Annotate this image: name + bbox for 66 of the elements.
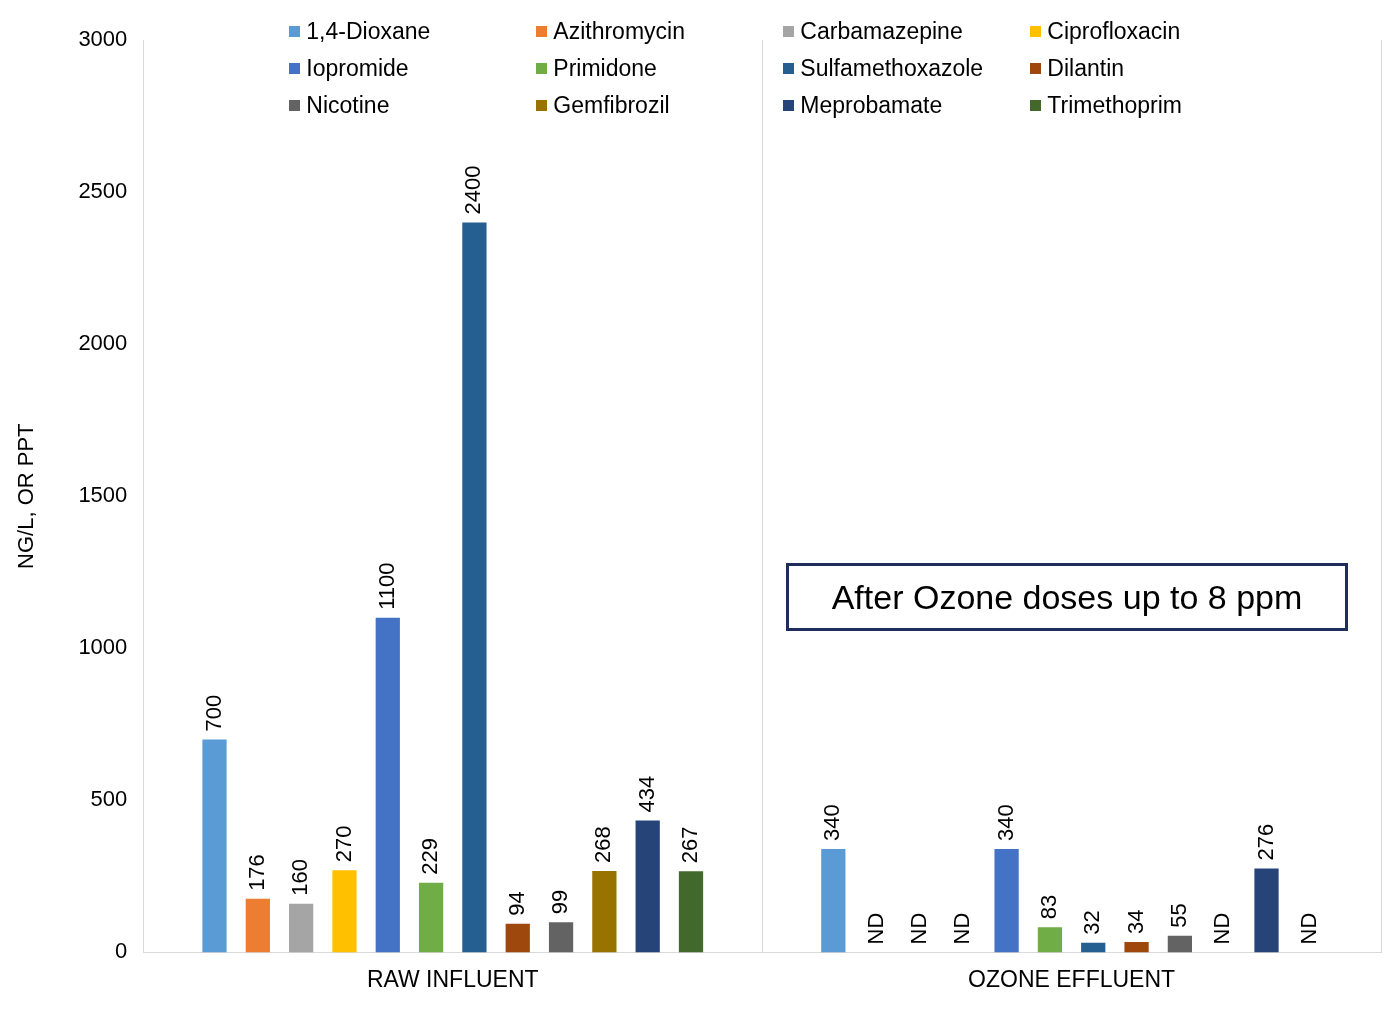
bar [375,617,400,953]
x-tick-label: OZONE EFFLUENT [968,965,1176,992]
bar [678,871,704,953]
bar [332,870,357,953]
bar [1254,868,1279,953]
bar [505,923,530,953]
legend-label: Meprobamate [800,92,943,119]
legend-label: Trimethoprim [1047,92,1182,119]
bar [1124,942,1149,953]
annotation: After Ozone doses up to 8 ppm [786,563,1348,631]
text: ND [906,912,932,945]
y-tick-label: 3000 [78,26,128,52]
data-label: 55 [1165,903,1191,928]
bar [1167,935,1193,953]
data-label: 160 [287,859,313,896]
bar [1081,942,1106,953]
bar [548,922,574,953]
text: ND [949,912,975,945]
bar [821,849,846,953]
legend-label: Primidone [553,55,657,82]
data-label: 34 [1122,909,1148,935]
data-label: 176 [243,854,269,891]
data-label: 434 [633,775,659,813]
data-label: 340 [819,804,845,841]
legend-label: Iopromide [306,55,409,82]
bar [462,222,487,953]
data-label: 276 [1252,823,1278,861]
data-label: 83 [1035,894,1061,920]
legend-label: Azithromycin [553,18,685,45]
text: ND [862,912,888,945]
bar [592,870,617,953]
bar [635,820,660,953]
bar [994,849,1019,953]
data-label: 268 [590,826,616,863]
legend-label: Ciprofloxacin [1047,18,1181,45]
data-label: 99 [547,889,573,915]
y-tick-label: 0 [115,938,128,964]
data-label: 229 [417,838,443,875]
bar [418,882,444,953]
legend-label: Nicotine [306,92,390,119]
data-label: 1100 [373,562,399,610]
y-axis-title: NG/L, OR PPT [13,423,39,569]
bar [245,898,270,953]
data-label: 32 [1079,910,1105,935]
x-tick-label: RAW INFLUENT [366,965,539,992]
y-tick-label: 1000 [78,634,128,660]
data-label: 700 [200,694,226,732]
data-label: 94 [503,891,529,916]
data-label: 267 [677,826,703,864]
data-label: 340 [992,804,1018,841]
y-tick-label: 500 [90,786,128,812]
legend-label: Gemfibrozil [553,92,670,119]
legend-label: Carbamazepine [800,18,963,45]
y-tick-label: 1500 [78,482,128,508]
y-tick-label: 2500 [78,178,128,204]
legend-label: Sulfamethoxazole [800,55,984,82]
bar [289,903,314,953]
y-tick-label: 2000 [78,330,128,356]
legend-label: Dilantin [1047,55,1125,82]
text: ND [1295,912,1321,945]
legend-label: 1,4-Dioxane [306,18,431,45]
data-label: 270 [330,825,356,863]
text: ND [1209,912,1235,945]
bar [1037,927,1063,953]
bar [202,739,227,953]
data-label: 2400 [460,165,486,215]
